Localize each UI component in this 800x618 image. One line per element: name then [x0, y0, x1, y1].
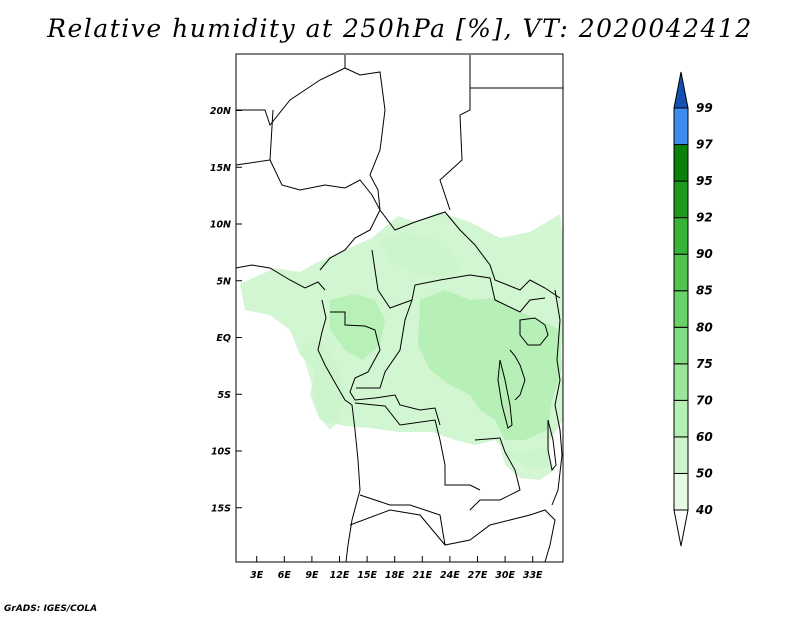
- colorbar-label: 50: [696, 466, 713, 480]
- lon-tick-label: 27E: [468, 570, 488, 581]
- lon-tick-label: 30E: [495, 570, 515, 581]
- colorbar-label: 90: [696, 247, 713, 261]
- border-chad: [269, 159, 381, 271]
- lon-tick-label: 6E: [278, 570, 292, 581]
- colorbar-label: 70: [696, 393, 713, 407]
- colorbar-segment: [673, 253, 689, 292]
- map-title: Relative humidity at 250hPa [%], VT: 202…: [47, 14, 753, 43]
- colorbar-top-arrow: [673, 71, 689, 109]
- border-namibia: [349, 509, 446, 546]
- lat-tick-label: 15S: [211, 503, 231, 514]
- colorbar-label: 92: [696, 211, 713, 225]
- latitude-axis: 20N 15N 10N 5N EQ 5S 10S 15S: [210, 106, 242, 514]
- humidity-region-east: [418, 290, 562, 440]
- colorbar-label: 99: [696, 101, 713, 115]
- lake-malawi: [547, 419, 557, 472]
- border-north-1: [236, 55, 346, 127]
- lat-tick-label: 20N: [210, 106, 231, 117]
- lat-tick-label: 10N: [210, 220, 231, 231]
- colorbar-segment: [673, 290, 689, 328]
- country-borders: [235, 55, 563, 563]
- rift-lakes: [509, 349, 526, 401]
- border-angola: [354, 402, 481, 491]
- coastline-west-africa: [235, 264, 326, 291]
- lon-tick-label: 9E: [305, 570, 319, 581]
- lon-tick-label: 12E: [330, 570, 350, 581]
- colorbar-segment: [673, 180, 689, 219]
- border-north-2: [235, 109, 274, 166]
- colorbar-segment: [673, 144, 689, 182]
- colorbar-label: 40: [695, 503, 713, 517]
- lake-tanganyika: [497, 359, 513, 429]
- colorbar-label: 95: [696, 174, 713, 188]
- border-congo-2: [356, 299, 413, 389]
- lon-tick-label: 18E: [385, 570, 405, 581]
- border-congo-1: [330, 311, 441, 426]
- east-coast: [551, 289, 563, 506]
- colorbar-label: 85: [696, 284, 713, 298]
- border-north-3: [344, 67, 561, 299]
- lat-tick-label: 10S: [211, 447, 231, 458]
- humidity-region-west: [240, 212, 563, 470]
- lat-tick-label: 15N: [210, 163, 231, 174]
- humidity-region-congo: [330, 294, 385, 360]
- border-north-4: [439, 55, 471, 211]
- lon-tick-label: 33E: [523, 570, 543, 581]
- colorbar-segment: [673, 217, 689, 255]
- lat-tick-label: 5S: [218, 390, 232, 401]
- lat-tick-label: EQ: [216, 333, 231, 344]
- humidity-region-southeast: [500, 445, 555, 480]
- humidity-region-north: [380, 232, 462, 278]
- map-frame: [235, 53, 564, 563]
- colorbar-label: 75: [696, 357, 713, 371]
- colorbar-segment: [673, 363, 689, 401]
- lon-tick-label: 24E: [440, 570, 460, 581]
- colorbar: 40 50 60 70 75 80 85 90 92 95 97 99: [673, 71, 713, 547]
- longitude-axis: 3E 6E 9E 12E 15E 18E 21E 24E 27E 30E 33E: [250, 556, 543, 581]
- border-car: [371, 249, 546, 313]
- colorbar-segment: [673, 399, 689, 438]
- lat-tick-label: 5N: [216, 276, 231, 287]
- lon-tick-label: 21E: [412, 570, 432, 581]
- colorbar-label: 80: [696, 320, 713, 334]
- lon-tick-label: 3E: [250, 570, 264, 581]
- colorbar-segment: [673, 436, 689, 474]
- lon-tick-label: 15E: [357, 570, 377, 581]
- humidity-region-coast: [300, 340, 345, 430]
- colorbar-bottom-arrow: [673, 509, 689, 547]
- lake-victoria: [519, 317, 549, 346]
- humidity-shading: [240, 212, 563, 480]
- colorbar-segment: [673, 326, 689, 365]
- coastline-central-africa: [317, 299, 361, 563]
- colorbar-label: 97: [696, 138, 713, 152]
- border-zambia: [469, 437, 521, 511]
- border-south: [359, 494, 556, 563]
- colorbar-segment: [673, 472, 689, 511]
- colorbar-segment: [673, 107, 689, 146]
- grads-credit: GrADS: IGES/COLA: [4, 604, 98, 614]
- colorbar-label: 60: [696, 430, 713, 444]
